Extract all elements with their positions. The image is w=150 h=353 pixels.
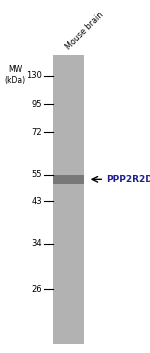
Text: 43: 43 bbox=[31, 197, 42, 206]
Text: 55: 55 bbox=[32, 170, 42, 179]
Text: 34: 34 bbox=[31, 239, 42, 248]
Bar bbox=[53, 175, 84, 184]
Text: 26: 26 bbox=[31, 285, 42, 294]
Bar bbox=[53, 55, 84, 344]
Text: 95: 95 bbox=[32, 100, 42, 109]
Text: PPP2R2D: PPP2R2D bbox=[106, 175, 150, 184]
Text: MW
(kDa): MW (kDa) bbox=[4, 65, 26, 85]
Text: Mouse brain: Mouse brain bbox=[64, 10, 105, 51]
Text: 72: 72 bbox=[31, 128, 42, 137]
Text: 130: 130 bbox=[26, 71, 42, 80]
